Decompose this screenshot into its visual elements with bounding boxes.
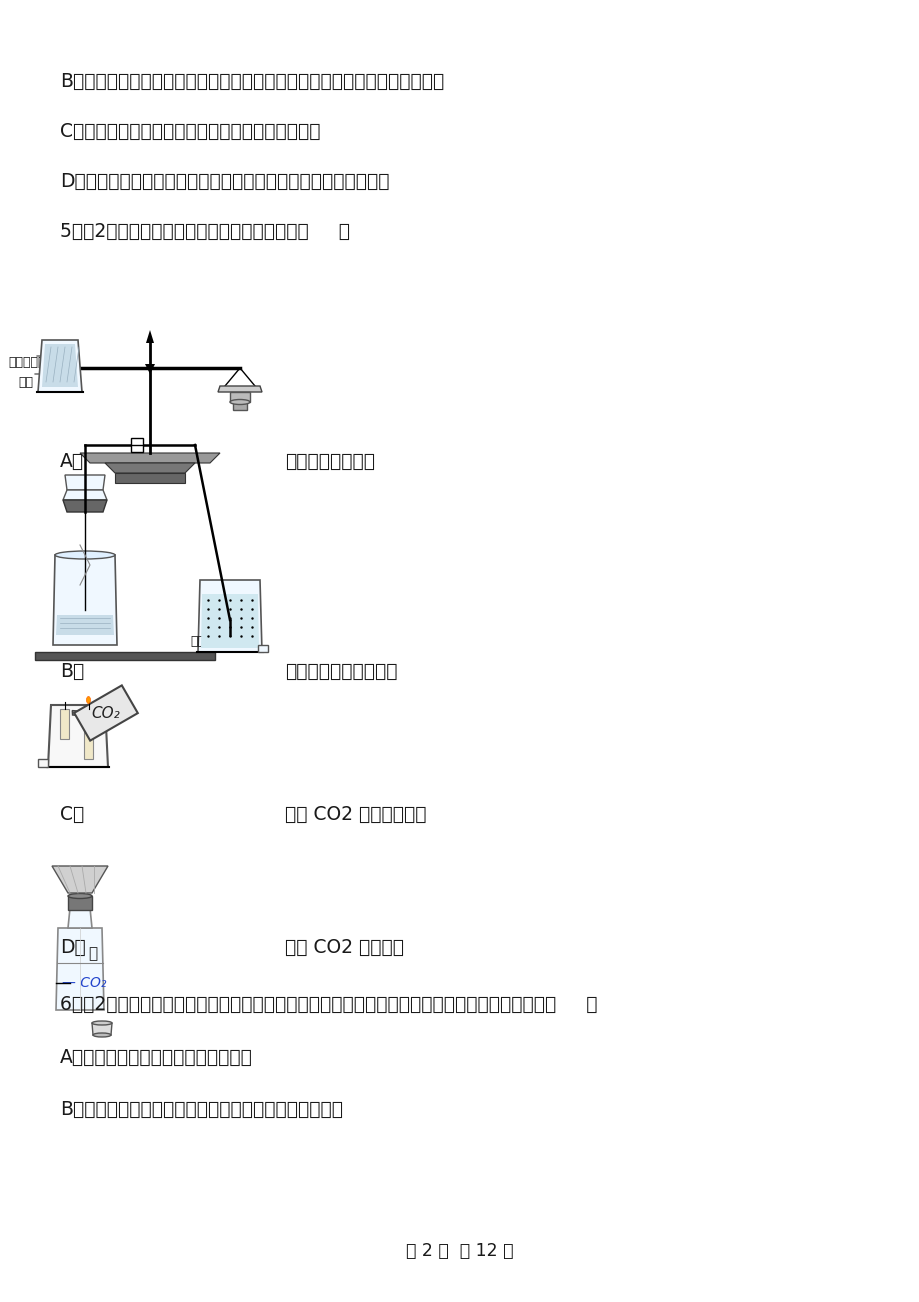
Polygon shape (145, 365, 154, 374)
Ellipse shape (92, 1021, 112, 1025)
Polygon shape (56, 928, 104, 1010)
Polygon shape (62, 490, 107, 500)
Text: — CO₂: — CO₂ (62, 976, 107, 990)
Text: 6．（2分）铁、铜、铝这三种金属在人类的生产、生活中发挥着重要的作用。下列说法错误的是（     ）: 6．（2分）铁、铜、铝这三种金属在人类的生产、生活中发挥着重要的作用。下列说法错… (60, 995, 596, 1014)
Polygon shape (257, 644, 267, 652)
Polygon shape (65, 475, 105, 490)
Text: B．黄铜的硬度比铜的硬度大，其抗腐蚀性也比铜好很多: B．黄铜的硬度比铜的硬度大，其抗腐蚀性也比铜好很多 (60, 1100, 343, 1118)
Ellipse shape (86, 697, 90, 703)
Bar (115, 473, 185, 483)
Polygon shape (38, 385, 82, 392)
Polygon shape (62, 500, 107, 512)
Text: 硫粉: 硫粉 (190, 635, 205, 648)
Text: 测定空气中的氧气含量: 测定空气中的氧气含量 (285, 661, 397, 681)
Polygon shape (105, 464, 195, 473)
Text: A．炒菜用的铁锅应在干燥的地方存放: A．炒菜用的铁锅应在干燥的地方存放 (60, 1048, 253, 1068)
Text: C．: C． (60, 805, 85, 824)
Bar (74, 685, 138, 741)
Polygon shape (56, 615, 114, 635)
Bar (130, 437, 142, 452)
Polygon shape (92, 1023, 112, 1035)
Text: 证明 CO2 与水反应: 证明 CO2 与水反应 (285, 937, 403, 957)
Bar (233, 402, 246, 410)
Text: 水: 水 (88, 947, 97, 961)
Ellipse shape (230, 400, 250, 405)
Polygon shape (38, 340, 82, 392)
Ellipse shape (55, 551, 115, 559)
Text: 盐酸: 盐酸 (18, 376, 33, 389)
Bar (68, 896, 92, 910)
Ellipse shape (93, 1032, 111, 1036)
Bar (60, 710, 69, 740)
Text: 证明 CO2 密度比空气大: 证明 CO2 密度比空气大 (285, 805, 426, 824)
Text: 5．（2分）如图所示的实验能达到实验目的是（     ）: 5．（2分）如图所示的实验能达到实验目的是（ ） (60, 223, 349, 241)
Polygon shape (200, 594, 259, 648)
Polygon shape (218, 385, 262, 392)
Polygon shape (146, 329, 153, 342)
Bar (84, 710, 93, 759)
Text: D．煤球制成蜂窝状后燃烧更旺是因为增大了煤与空气的接触面积: D．煤球制成蜂窝状后燃烧更旺是因为增大了煤与空气的接触面积 (60, 172, 389, 191)
Bar (230, 392, 250, 402)
Text: D．: D． (60, 937, 85, 957)
Ellipse shape (68, 893, 92, 898)
Text: 碳酸钠粉末: 碳酸钠粉末 (8, 355, 45, 368)
Text: C．铝制品具有抗腐蚀性是因为铝的化学性质不活泼: C．铝制品具有抗腐蚀性是因为铝的化学性质不活泼 (60, 122, 320, 141)
Polygon shape (52, 866, 108, 893)
Polygon shape (73, 711, 85, 716)
Bar (35, 652, 215, 660)
Polygon shape (198, 579, 262, 652)
Polygon shape (48, 704, 108, 767)
Polygon shape (53, 555, 117, 644)
Text: 验证质量守恒定律: 验证质量守恒定律 (285, 452, 375, 471)
Text: 第 2 页  共 12 页: 第 2 页 共 12 页 (406, 1242, 513, 1260)
Text: B．铁制品在潮湿的空气中容易生锈是因为铁能与氧气、水蒸气发生缓慢氧化: B．铁制品在潮湿的空气中容易生锈是因为铁能与氧气、水蒸气发生缓慢氧化 (60, 72, 444, 91)
Polygon shape (80, 453, 220, 464)
Polygon shape (38, 759, 48, 767)
Text: B．: B． (60, 661, 85, 681)
Text: A．: A． (60, 452, 84, 471)
Polygon shape (42, 344, 78, 387)
Polygon shape (68, 907, 92, 928)
Text: CO₂: CO₂ (92, 706, 120, 720)
